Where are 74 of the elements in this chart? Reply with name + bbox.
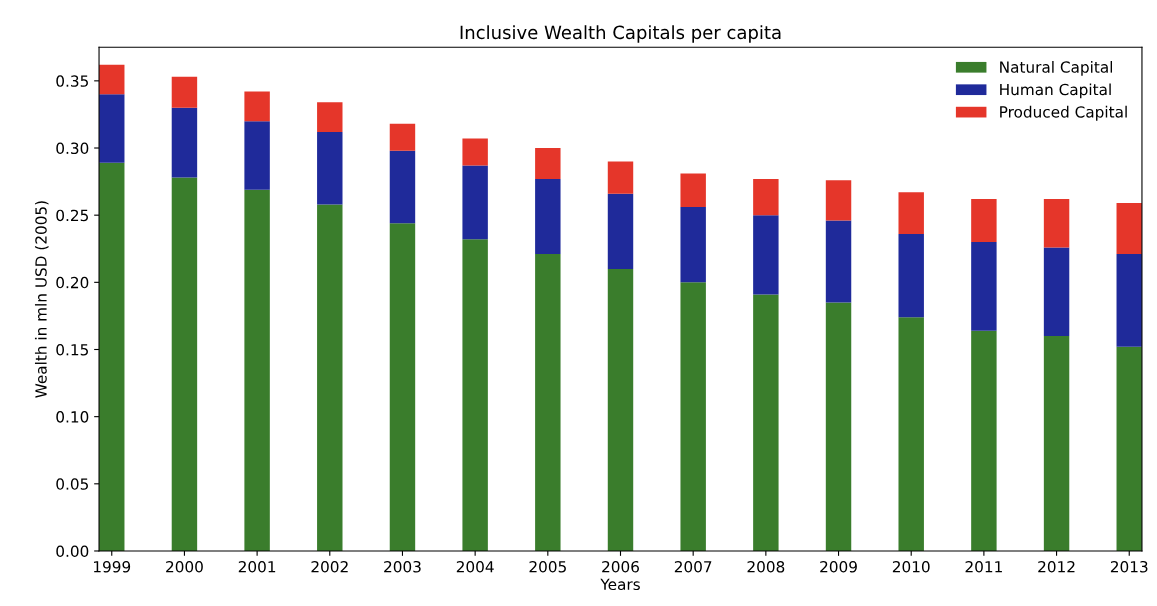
bar xyxy=(680,207,706,283)
bar xyxy=(607,193,634,269)
y-tick-label: 0.20 xyxy=(56,276,89,289)
bar xyxy=(971,330,997,551)
bar xyxy=(753,178,779,216)
y-axis-title: Wealth in mln USD (2005) xyxy=(34,201,49,398)
bar xyxy=(171,107,198,178)
bar xyxy=(680,173,706,208)
bar xyxy=(898,317,924,551)
x-tick-label: 2008 xyxy=(747,560,785,573)
chart-title: Inclusive Wealth Capitals per capita xyxy=(460,25,781,43)
y-tick-label: 0.10 xyxy=(56,411,89,423)
x-tick-label: 2003 xyxy=(384,560,421,573)
bar xyxy=(898,192,924,234)
bar xyxy=(317,102,343,132)
bar xyxy=(99,64,125,95)
bar xyxy=(171,177,198,551)
bar xyxy=(462,165,488,240)
bar xyxy=(535,254,561,551)
x-tick-label: 2005 xyxy=(529,560,566,573)
x-tick-label: 2013 xyxy=(1110,560,1148,573)
y-tick-label: 0.15 xyxy=(56,343,88,356)
y-tick-label: 0.30 xyxy=(56,142,89,155)
bar xyxy=(244,189,270,551)
bar xyxy=(99,94,125,163)
bar xyxy=(317,204,343,551)
bar xyxy=(753,294,779,551)
bar xyxy=(535,148,561,179)
y-tick-label: 0.25 xyxy=(56,209,88,222)
bar xyxy=(244,121,270,190)
bar xyxy=(171,76,198,108)
bar xyxy=(680,282,706,551)
bar xyxy=(607,161,634,194)
bar xyxy=(535,178,561,255)
x-tick-label: 2012 xyxy=(1038,560,1075,573)
bar xyxy=(1116,203,1142,255)
bar xyxy=(825,302,852,551)
x-axis-title: Years xyxy=(600,578,640,591)
x-tick-label: 2009 xyxy=(820,560,857,573)
x-tick-label: 2007 xyxy=(674,560,712,573)
bar xyxy=(244,91,270,122)
y-tick-label: 0.35 xyxy=(56,75,88,87)
bar xyxy=(1043,336,1070,551)
x-tick-label: 2006 xyxy=(602,560,639,573)
bar xyxy=(462,239,488,551)
bar xyxy=(389,123,416,151)
bar xyxy=(1043,247,1070,337)
bar xyxy=(971,199,997,243)
y-tick-label: 0.05 xyxy=(56,478,88,490)
bar xyxy=(389,223,416,551)
x-tick-label: 2010 xyxy=(892,560,930,573)
x-tick-label: 2002 xyxy=(311,560,348,573)
legend-label: Human Capital xyxy=(1000,83,1111,99)
legend-label: Natural Capital xyxy=(1000,61,1113,76)
bar xyxy=(825,180,852,221)
bar xyxy=(462,138,488,166)
legend-label: Produced Capital xyxy=(1000,105,1127,121)
x-tick-label: 2001 xyxy=(238,560,276,573)
bar xyxy=(317,131,343,205)
x-tick-label: 2004 xyxy=(456,560,494,573)
bar xyxy=(99,162,125,551)
bar xyxy=(753,215,779,295)
bar xyxy=(607,268,634,551)
bar xyxy=(389,150,416,224)
y-tick-label: 0.00 xyxy=(56,545,89,557)
bar xyxy=(825,220,852,303)
bar xyxy=(1116,254,1142,347)
bar xyxy=(971,242,997,331)
x-tick-label: 1999 xyxy=(93,560,131,573)
bar xyxy=(1043,199,1070,248)
bar xyxy=(898,233,924,318)
bar xyxy=(1116,346,1142,551)
x-tick-label: 2011 xyxy=(965,560,1002,573)
x-tick-label: 2000 xyxy=(166,560,203,573)
